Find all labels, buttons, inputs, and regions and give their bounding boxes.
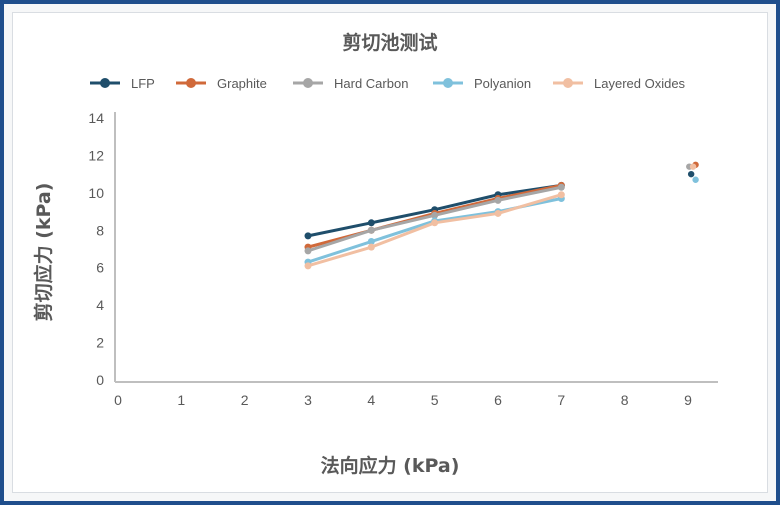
data-point xyxy=(557,191,565,199)
data-point xyxy=(431,211,439,219)
x-tick-label: 4 xyxy=(367,392,375,408)
x-tick-label: 5 xyxy=(431,392,439,408)
legend-label: Polyanion xyxy=(474,76,531,91)
data-point xyxy=(367,238,375,246)
series-lfp xyxy=(304,170,695,240)
legend-dot-marker xyxy=(100,78,110,88)
legend-dot-marker xyxy=(563,78,573,88)
series-layered-oxides xyxy=(304,163,697,270)
y-tick-label: 2 xyxy=(96,335,104,351)
data-point xyxy=(494,196,502,204)
series-polyanion xyxy=(304,176,699,266)
legend-label: Layered Oxides xyxy=(594,76,686,91)
legend-dot-marker xyxy=(443,78,453,88)
data-point xyxy=(304,262,312,270)
y-tick-label: 12 xyxy=(88,147,104,163)
outlier-point xyxy=(689,163,697,170)
x-tick-label: 1 xyxy=(177,392,185,408)
x-tick-label: 0 xyxy=(114,392,122,408)
outlier-point xyxy=(687,170,695,178)
data-point xyxy=(304,232,312,240)
data-point xyxy=(494,209,502,217)
data-point xyxy=(304,247,312,255)
data-point xyxy=(367,219,375,227)
x-tick-labels: 0 1 2 3 4 5 6 7 8 9 xyxy=(114,392,692,408)
legend-label: LFP xyxy=(131,76,155,91)
x-tick-label: 2 xyxy=(241,392,249,408)
y-tick-label: 10 xyxy=(88,185,104,201)
y-tick-label: 8 xyxy=(96,222,104,238)
legend-label: Graphite xyxy=(217,76,267,91)
y-tick-labels: 0 2 4 6 8 10 12 14 xyxy=(88,110,104,388)
axes xyxy=(114,112,718,383)
y-axis-title: 剪切应力 (kPa) xyxy=(32,183,55,322)
legend-item: LFP xyxy=(90,76,155,91)
series-graphite xyxy=(304,161,699,251)
series-hard-carbon xyxy=(304,163,693,255)
outlier-point xyxy=(692,176,699,183)
data-point xyxy=(367,243,375,251)
y-tick-label: 0 xyxy=(96,372,104,388)
legend: LFP Graphite Hard Carbon Polyanion Layered O… xyxy=(90,76,686,91)
legend-dot-marker xyxy=(303,78,313,88)
data-point xyxy=(367,226,375,234)
legend-label: Hard Carbon xyxy=(334,76,408,91)
legend-item: Graphite xyxy=(176,76,267,91)
data-point xyxy=(557,183,565,191)
x-axis-title: 法向应力 (kPa) xyxy=(321,454,460,477)
chart-title: 剪切池测试 xyxy=(342,31,437,54)
legend-item: Hard Carbon xyxy=(293,76,408,91)
y-tick-label: 6 xyxy=(96,260,104,276)
legend-item: Polyanion xyxy=(433,76,531,91)
series-group xyxy=(304,161,699,270)
x-tick-label: 6 xyxy=(494,392,502,408)
series-line xyxy=(306,193,563,268)
y-tick-label: 14 xyxy=(88,110,104,126)
legend-item: Layered Oxides xyxy=(553,76,686,91)
x-tick-label: 3 xyxy=(304,392,312,408)
x-tick-label: 7 xyxy=(557,392,565,408)
data-point xyxy=(431,219,439,227)
x-tick-label: 9 xyxy=(684,392,692,408)
x-tick-label: 8 xyxy=(621,392,629,408)
legend-dot-marker xyxy=(186,78,196,88)
chart-panel xyxy=(12,12,768,493)
y-tick-label: 4 xyxy=(96,297,104,313)
